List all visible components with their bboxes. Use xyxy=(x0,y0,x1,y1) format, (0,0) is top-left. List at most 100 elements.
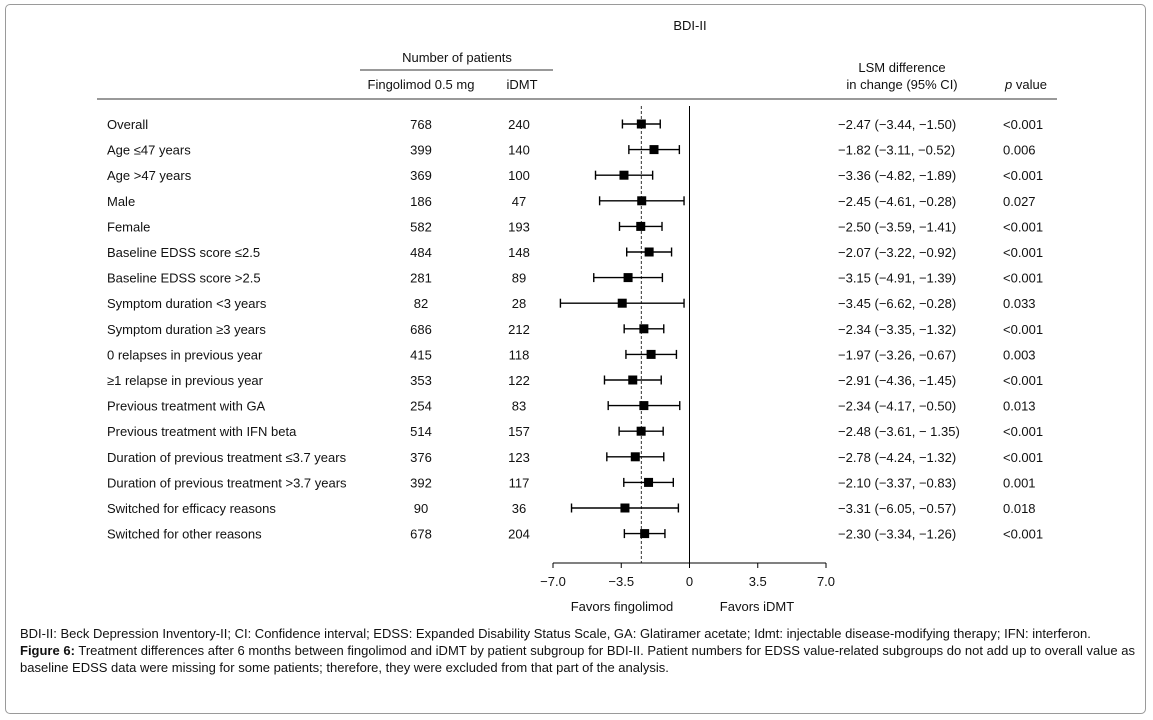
figure-caption: BDI-II: Beck Depression Inventory-II; CI… xyxy=(20,625,1135,676)
row-p-value: <0.001 xyxy=(1003,450,1043,465)
row-label: Baseline EDSS score ≤2.5 xyxy=(107,245,260,260)
row-idmt-n: 140 xyxy=(508,143,530,158)
row-p-value: <0.001 xyxy=(1003,424,1043,439)
row-ci-text: −2.78 (−4.24, −1.32) xyxy=(838,450,956,465)
x-tick-label: 3.5 xyxy=(749,574,767,589)
row-p-value: <0.001 xyxy=(1003,271,1043,286)
row-fingolimod-n: 376 xyxy=(410,450,432,465)
row-ci-text: −2.47 (−3.44, −1.50) xyxy=(838,117,956,132)
row-fingolimod-n: 82 xyxy=(414,296,428,311)
row-label: Baseline EDSS score >2.5 xyxy=(107,271,261,286)
row-p-value: 0.001 xyxy=(1003,475,1036,490)
row-ci-text: −2.34 (−3.35, −1.32) xyxy=(838,322,956,337)
estimate-marker xyxy=(620,503,630,513)
estimate-marker xyxy=(637,196,647,206)
row-ci-text: −2.10 (−3.37, −0.83) xyxy=(838,475,956,490)
row-p-value: 0.013 xyxy=(1003,399,1036,414)
row-label: Overall xyxy=(107,117,148,132)
estimate-marker xyxy=(636,426,646,436)
row-fingolimod-n: 353 xyxy=(410,373,432,388)
row-label: Duration of previous treatment >3.7 year… xyxy=(107,475,347,490)
col-header-p-value: p value xyxy=(1004,77,1047,92)
row-idmt-n: 83 xyxy=(512,399,526,414)
x-label-favors-idmt: Favors iDMT xyxy=(720,599,794,614)
row-label: Symptom duration <3 years xyxy=(107,296,267,311)
row-p-value: 0.027 xyxy=(1003,194,1036,209)
caption-figure: Figure 6: Treatment differences after 6 … xyxy=(20,642,1135,676)
row-ci-text: −2.34 (−4.17, −0.50) xyxy=(838,399,956,414)
row-idmt-n: 148 xyxy=(508,245,530,260)
x-tick-label: 0 xyxy=(686,574,693,589)
row-fingolimod-n: 768 xyxy=(410,117,432,132)
row-label: Age ≤47 years xyxy=(107,143,191,158)
row-p-value: <0.001 xyxy=(1003,245,1043,260)
row-ci-text: −1.82 (−3.11, −0.52) xyxy=(838,143,955,158)
figure-frame xyxy=(5,4,1146,714)
estimate-marker xyxy=(639,401,649,411)
row-ci-text: −2.45 (−4.61, −0.28) xyxy=(838,194,956,209)
row-idmt-n: 123 xyxy=(508,450,530,465)
row-label: Previous treatment with GA xyxy=(107,399,266,414)
estimate-marker xyxy=(649,145,659,155)
row-p-value: 0.006 xyxy=(1003,143,1036,158)
estimate-marker xyxy=(636,119,646,129)
row-label: Age >47 years xyxy=(107,168,192,183)
row-ci-text: −3.15 (−4.91, −1.39) xyxy=(838,271,956,286)
row-label: Male xyxy=(107,194,135,209)
forest-plot: BDI-II Number of patients Fingolimod 0.5… xyxy=(97,18,1057,614)
row-ci-text: −2.30 (−3.34, −1.26) xyxy=(838,527,956,542)
estimate-marker xyxy=(639,324,649,334)
row-p-value: 0.018 xyxy=(1003,501,1036,516)
row-idmt-n: 122 xyxy=(508,373,530,388)
row-label: Female xyxy=(107,219,150,234)
x-axis: −7.0 −3.5 0 3.5 7.0 Favors fingolimod Favors i… xyxy=(540,562,835,614)
row-ci-text: −2.50 (−3.59, −1.41) xyxy=(838,219,956,234)
row-fingolimod-n: 678 xyxy=(410,527,432,542)
plot-layer xyxy=(559,106,690,563)
row-idmt-n: 36 xyxy=(512,501,526,516)
x-label-favors-fingolimod: Favors fingolimod xyxy=(571,599,674,614)
row-idmt-n: 240 xyxy=(508,117,530,132)
row-ci-text: −2.48 (−3.61, − 1.35) xyxy=(838,424,960,439)
row-label: ≥1 relapse in previous year xyxy=(107,373,264,388)
caption-figure-text: Treatment differences after 6 months bet… xyxy=(20,643,1135,675)
row-label: Previous treatment with IFN beta xyxy=(107,424,297,439)
row-p-value: 0.033 xyxy=(1003,296,1036,311)
row-idmt-n: 118 xyxy=(509,347,530,362)
p-italic: p xyxy=(1004,77,1012,92)
estimate-marker xyxy=(623,273,633,283)
col-header-lsm-line1: LSM difference xyxy=(858,60,945,75)
estimate-marker xyxy=(628,375,638,385)
row-idmt-n: 47 xyxy=(512,194,526,209)
col-header-fingolimod: Fingolimod 0.5 mg xyxy=(368,77,475,92)
row-idmt-n: 204 xyxy=(508,527,530,542)
row-label: Switched for other reasons xyxy=(107,527,262,542)
row-fingolimod-n: 90 xyxy=(414,501,428,516)
row-p-value: <0.001 xyxy=(1003,117,1043,132)
row-p-value: <0.001 xyxy=(1003,527,1043,542)
x-tick-label: −3.5 xyxy=(608,574,634,589)
row-p-value: <0.001 xyxy=(1003,168,1043,183)
p-rest: value xyxy=(1012,77,1047,92)
row-idmt-n: 100 xyxy=(508,168,530,183)
row-idmt-n: 212 xyxy=(508,322,530,337)
estimate-marker xyxy=(644,477,654,487)
estimate-marker xyxy=(619,170,629,180)
row-fingolimod-n: 582 xyxy=(410,219,432,234)
row-fingolimod-n: 686 xyxy=(410,322,432,337)
col-header-idmt: iDMT xyxy=(506,77,537,92)
rows-layer: Overall 768 240 −2.47 (−3.44, −1.50) <0.001 A… xyxy=(107,117,1043,542)
row-fingolimod-n: 369 xyxy=(410,168,432,183)
col-header-lsm-line2: in change (95% CI) xyxy=(846,77,957,92)
row-ci-text: −2.07 (−3.22, −0.92) xyxy=(838,245,956,260)
row-idmt-n: 117 xyxy=(509,475,530,490)
row-p-value: <0.001 xyxy=(1003,373,1043,388)
row-ci-text: −3.45 (−6.62, −0.28) xyxy=(838,296,956,311)
estimate-marker xyxy=(644,247,654,257)
row-ci-text: −3.31 (−6.05, −0.57) xyxy=(838,501,956,516)
row-fingolimod-n: 186 xyxy=(410,194,432,209)
row-p-value: <0.001 xyxy=(1003,219,1043,234)
row-fingolimod-n: 399 xyxy=(410,143,432,158)
x-tick-label: −7.0 xyxy=(540,574,566,589)
row-p-value: 0.003 xyxy=(1003,347,1036,362)
